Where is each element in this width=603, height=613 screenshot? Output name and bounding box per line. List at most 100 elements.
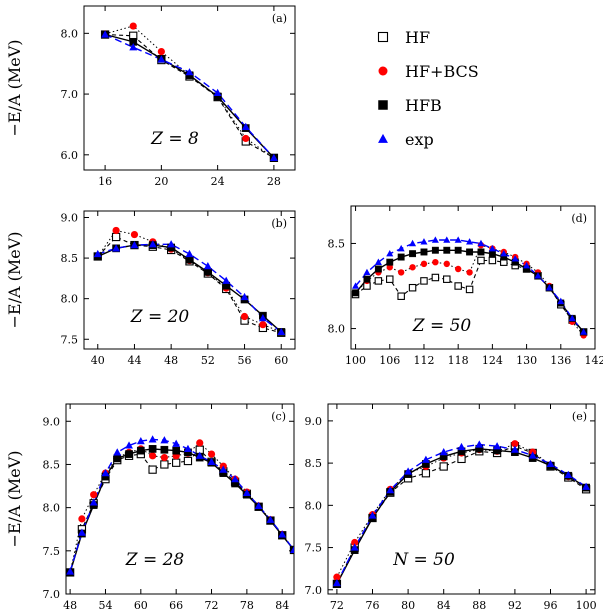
data-point-exp <box>93 249 102 258</box>
data-point-hf-bcs <box>409 264 416 271</box>
data-point-exp <box>219 465 228 473</box>
data-point-hfb <box>488 250 496 258</box>
data-point-exp <box>66 567 75 575</box>
data-point-exp <box>172 439 181 447</box>
series-line-hf <box>69 449 294 573</box>
data-point-exp <box>222 276 231 284</box>
y-tick-label: 8.0 <box>328 323 346 336</box>
data-point-exp <box>386 249 394 257</box>
panel-id-label: (a) <box>272 12 287 25</box>
data-point-hf <box>465 285 474 294</box>
data-point-exp <box>148 240 157 248</box>
data-point-hfb <box>160 445 169 454</box>
data-point-hfb <box>136 446 145 455</box>
data-point-exp <box>278 530 287 538</box>
plot-frame <box>83 5 296 171</box>
data-point-hfb <box>454 246 462 254</box>
data-point-hfb <box>185 255 194 264</box>
panel-id-label: (e) <box>572 410 587 423</box>
x-tick-label: 100 <box>576 599 597 612</box>
x-tick-label: 112 <box>413 354 434 367</box>
x-tick-label: 136 <box>550 354 571 367</box>
data-point-hfb <box>477 248 485 256</box>
data-point-exp <box>167 240 176 248</box>
data-point-exp <box>185 249 194 258</box>
data-point-hfb <box>203 268 212 276</box>
data-point-hf <box>431 273 440 282</box>
data-point-hf-bcs <box>333 573 341 581</box>
data-point-hfb <box>409 250 417 258</box>
x-tick-label: 100 <box>345 354 366 367</box>
data-point-hf-bcs <box>157 47 165 56</box>
data-point-hf <box>148 465 157 474</box>
data-point-exp <box>404 467 413 475</box>
data-point-exp <box>457 442 466 451</box>
data-point-hf-bcs <box>351 538 359 547</box>
data-point-exp <box>363 268 371 276</box>
x-tick-label: 118 <box>448 354 469 367</box>
data-point-exp <box>101 468 110 477</box>
data-point-exp <box>258 314 267 322</box>
data-point-hf <box>374 277 383 285</box>
x-tick-label: 84 <box>275 599 289 612</box>
data-point-exp <box>136 436 145 445</box>
y-tick-label: 8.0 <box>43 502 61 515</box>
x-tick-label: 78 <box>240 599 254 612</box>
x-tick-label: 84 <box>437 599 451 612</box>
series-layer <box>351 236 588 339</box>
data-point-exp <box>125 441 133 449</box>
series-layer <box>332 440 591 589</box>
data-point-exp <box>511 255 519 262</box>
data-point-exp <box>488 244 496 252</box>
x-tick-label: 96 <box>544 599 558 612</box>
data-point-hf-bcs <box>130 230 139 239</box>
data-point-exp <box>203 262 212 270</box>
data-point-exp <box>241 122 250 130</box>
y-axis-label: −E/A (MeV) <box>5 450 24 547</box>
data-point-exp <box>510 445 519 453</box>
data-point-hfb <box>374 265 382 273</box>
legend-label: HF <box>405 28 430 47</box>
x-tick-label: 60 <box>134 599 148 612</box>
data-point-hf-bcs <box>240 312 249 321</box>
y-tick-label: 8.5 <box>305 457 323 470</box>
x-tick-label: 124 <box>482 354 503 367</box>
data-point-hf-bcs <box>90 491 98 499</box>
x-tick-label: 20 <box>154 175 168 188</box>
data-point-hf <box>183 456 193 466</box>
data-point-exp <box>557 297 565 305</box>
data-point-exp <box>421 455 430 463</box>
data-point-hf-bcs <box>160 453 168 462</box>
x-tick-label: 130 <box>516 354 537 367</box>
data-point-exp <box>183 444 192 453</box>
y-tick-label: 7.5 <box>61 333 79 346</box>
data-point-exp <box>397 244 405 252</box>
panel-id-label: (c) <box>271 410 286 423</box>
data-point-hfb <box>148 445 157 453</box>
data-point-exp <box>523 261 531 269</box>
data-point-hf <box>397 292 405 300</box>
data-point-hf-bcs <box>420 260 428 268</box>
data-point-hf-bcs <box>196 439 204 447</box>
data-point-exp <box>277 327 286 336</box>
data-point-exp <box>500 249 508 257</box>
y-tick-label: 9.0 <box>305 415 323 428</box>
x-tick-label: 88 <box>472 599 486 612</box>
panel-id-label: (d) <box>571 212 587 225</box>
panel-annotation: Z = 8 <box>150 129 199 149</box>
data-point-hf-bcs <box>259 321 267 329</box>
data-point-hf-bcs <box>242 134 250 143</box>
data-point-hf-bcs <box>78 515 86 523</box>
x-tick-label: 48 <box>63 599 77 612</box>
x-tick-label: 76 <box>366 599 380 612</box>
data-point-exp <box>231 474 240 483</box>
panels-layer: 16 20 24 286.07.08.0(a)Z = 8−E/A (MeV)40 44 4… <box>5 5 603 612</box>
data-point-exp <box>454 236 462 243</box>
data-point-exp <box>112 244 121 252</box>
data-point-exp <box>101 30 110 38</box>
y-tick-label: 9.0 <box>43 415 61 428</box>
legend-marker-hf-bcs <box>378 66 388 76</box>
series-line-hf-bcs <box>355 244 584 336</box>
data-point-exp <box>475 440 484 448</box>
x-tick-label: 28 <box>267 175 281 188</box>
